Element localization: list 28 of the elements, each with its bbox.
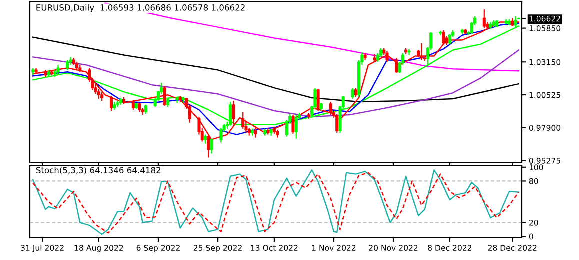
line-series (32, 36, 520, 103)
candlestick (163, 86, 166, 107)
candlestick (144, 104, 148, 115)
candlestick (316, 88, 320, 112)
chart-title: Stoch(5,3,3) 64.1346 64.4182 (36, 167, 161, 175)
candlestick (336, 113, 339, 134)
candlestick (448, 34, 452, 45)
chart-title: EURUSD,Daily 1.06593 1.06686 1.06578 1.06622 (36, 4, 245, 12)
line-series (32, 50, 520, 118)
candlestick (66, 60, 70, 71)
candlestick (292, 114, 295, 134)
candlestick (242, 111, 245, 130)
candlestick (395, 58, 398, 74)
candlestick (110, 96, 113, 112)
candlestick (351, 88, 354, 100)
candlestick (56, 64, 60, 75)
candlestick (220, 127, 223, 144)
candlestick (138, 102, 142, 113)
candlestick (354, 88, 358, 98)
candlestick (442, 30, 446, 45)
candlestick (329, 101, 332, 116)
candlestick (132, 99, 135, 111)
candlestick (386, 50, 389, 63)
candlestick (420, 42, 424, 61)
candlestick (204, 134, 208, 144)
candlestick (379, 48, 382, 58)
candlestick (232, 100, 236, 126)
candlestick (210, 138, 214, 154)
